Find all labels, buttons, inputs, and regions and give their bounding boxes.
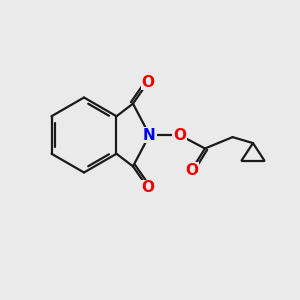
Text: O: O [185, 163, 198, 178]
Text: O: O [173, 128, 186, 142]
Text: O: O [142, 74, 154, 89]
Text: N: N [143, 128, 156, 142]
Text: O: O [142, 180, 154, 196]
